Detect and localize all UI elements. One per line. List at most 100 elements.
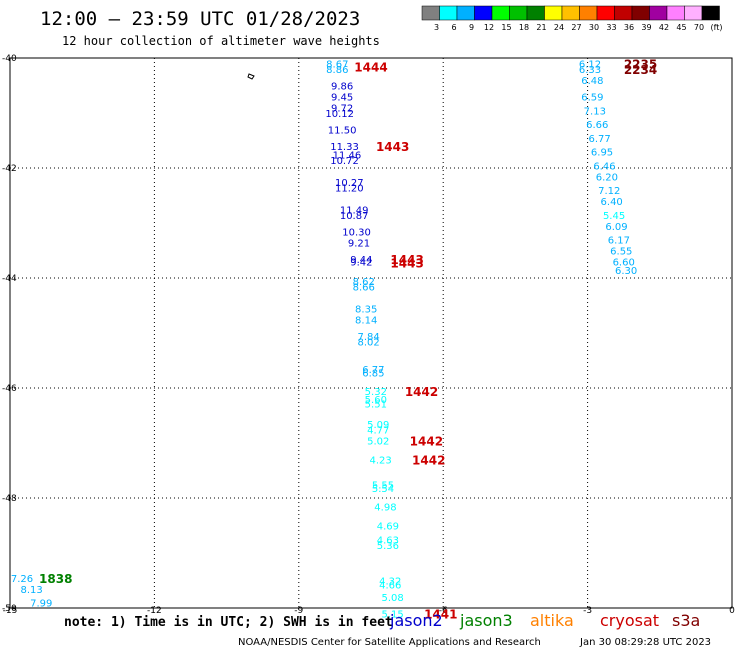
legend-swatch: [509, 5, 528, 21]
legend-swatch: [474, 5, 493, 21]
satellite-legend: jason2 jason3 altika cryosat s3a: [389, 611, 700, 630]
swh-value: 5.51: [365, 399, 387, 410]
swh-value: 5.32: [365, 387, 387, 398]
swh-value: 6.55: [610, 247, 632, 258]
x-tick-label: 0: [729, 606, 735, 616]
pass-time: 1838: [39, 572, 72, 586]
swh-value: 6.95: [591, 148, 613, 159]
legend-label: 12: [484, 23, 494, 32]
swh-value: 5.60: [365, 395, 387, 406]
swh-value: 6.59: [581, 93, 603, 104]
legend-swatch: [649, 5, 668, 21]
swh-value: 9.86: [331, 82, 353, 93]
swh-value: 11.20: [335, 183, 364, 194]
swh-value: 10.12: [325, 109, 354, 120]
y-tick-label: -40: [2, 54, 17, 64]
legend-label: 15: [501, 23, 511, 32]
x-tick-label: -3: [583, 606, 592, 616]
swh-value: 6.12: [579, 60, 601, 71]
satellite-s3a: s3a: [672, 611, 700, 630]
legend-swatch: [561, 5, 580, 21]
swh-value: 6.77: [362, 365, 384, 376]
legend-label: 6: [451, 23, 456, 32]
swh-value: 6.09: [605, 222, 627, 233]
y-tick-label: -48: [2, 494, 17, 504]
legend-label: 45: [676, 23, 686, 32]
legend-label: 30: [589, 23, 599, 32]
swh-value: 10.27: [335, 178, 364, 189]
swh-value: 4.66: [379, 580, 401, 591]
swh-value: 8.35: [355, 304, 377, 315]
swh-value: 7.84: [357, 332, 379, 343]
y-tick-label: -46: [2, 384, 17, 394]
swh-value: 5.36: [377, 541, 399, 552]
swh-value: 5.09: [367, 420, 389, 431]
chart-subtitle: 12 hour collection of altimeter wave hei…: [62, 34, 380, 48]
swh-value: 6.77: [589, 134, 611, 145]
swh-value: 9.21: [348, 238, 370, 249]
swh-value: 9.42: [350, 258, 372, 269]
satellite-jason2: jason2: [389, 611, 443, 630]
legend-swatch: [614, 5, 633, 21]
swh-value: 6.66: [586, 120, 608, 131]
swh-value: 9.45: [331, 93, 353, 104]
x-tick-label: -6: [439, 606, 448, 616]
swh-value: 11.46: [333, 150, 362, 161]
swh-value: 8.62: [353, 277, 375, 288]
pass-time: 1443: [390, 253, 423, 267]
legend-label: 70: [694, 23, 704, 32]
satellite-altika: altika: [530, 611, 574, 630]
legend-label: 18: [519, 23, 529, 32]
swh-value: 4.69: [377, 522, 399, 533]
pass-time: 1441: [424, 608, 457, 622]
swh-value: 4.77: [367, 425, 389, 436]
swh-value: 6.85: [362, 369, 384, 380]
legend-swatch: [684, 5, 703, 21]
swh-value: 8.66: [353, 282, 375, 293]
legend-label: 36: [624, 23, 634, 32]
swh-value: 6.48: [581, 76, 603, 87]
legend-swatch: [631, 5, 650, 21]
swh-value: 6.30: [615, 266, 637, 277]
x-tick-label: -9: [294, 606, 303, 616]
pass-time: 2234: [624, 63, 657, 77]
swh-value: 5.08: [382, 593, 404, 604]
footer-timestamp: Jan 30 08:29:28 UTC 2023: [579, 637, 711, 648]
y-tick-label: -44: [2, 274, 17, 284]
legend-label: 21: [536, 23, 546, 32]
swh-value: 4.23: [369, 456, 391, 467]
chart-note: note: 1) Time is in UTC; 2) SWH is in fe…: [64, 615, 393, 630]
swh-value: 5.15: [382, 610, 404, 621]
legend-label: 42: [659, 23, 669, 32]
pass-time: 1442: [410, 434, 443, 448]
y-tick-label: -50: [2, 604, 17, 614]
swh-value: 9.72: [331, 104, 353, 115]
legend-swatch: [526, 5, 545, 21]
pass-time: 1443: [376, 140, 409, 154]
legend-label: (ft): [710, 23, 722, 32]
chart-title: 12:00 – 23:59 UTC 01/28/2023: [40, 8, 360, 30]
time-labels: 1444144314431443144214421442144122352234…: [39, 58, 657, 622]
swh-value: 8.13: [21, 585, 43, 596]
swh-value: 5.45: [603, 211, 625, 222]
legend-swatch: [544, 5, 563, 21]
legend-swatch: [439, 5, 458, 21]
swh-value: 8.02: [357, 337, 379, 348]
swh-value: 7.13: [584, 106, 606, 117]
legend-swatch: [579, 5, 598, 21]
swh-value: 7.26: [11, 574, 33, 585]
color-legend: 3 6 9 12 15 18 21 24 27 30 33 36 39 42 45 70 (ft): [421, 5, 723, 32]
swh-value: 6.46: [593, 161, 615, 172]
island-marker: [247, 73, 255, 80]
legend-swatch: [666, 5, 685, 21]
swh-value: 6.20: [596, 172, 618, 183]
swh-value: 4.32: [379, 577, 401, 588]
swh-value: 6.17: [608, 236, 630, 247]
x-tick-label: -15: [3, 606, 18, 616]
legend-label: 39: [641, 23, 651, 32]
pass-time: 1442: [412, 454, 445, 468]
swh-value: 5.54: [372, 484, 394, 495]
legend-label: 27: [571, 23, 581, 32]
legend-label: 9: [469, 23, 474, 32]
